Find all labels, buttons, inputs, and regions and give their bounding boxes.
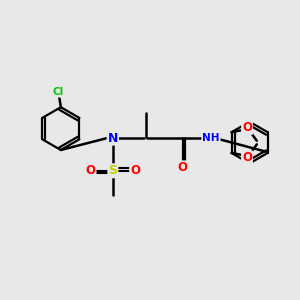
Text: O: O	[85, 164, 96, 177]
Text: N: N	[108, 132, 118, 145]
Text: S: S	[108, 164, 117, 177]
Text: O: O	[242, 121, 252, 134]
Text: O: O	[242, 151, 252, 164]
Text: O: O	[130, 164, 140, 177]
Text: NH: NH	[202, 133, 220, 143]
Text: Cl: Cl	[53, 87, 64, 97]
Text: O: O	[178, 161, 188, 174]
